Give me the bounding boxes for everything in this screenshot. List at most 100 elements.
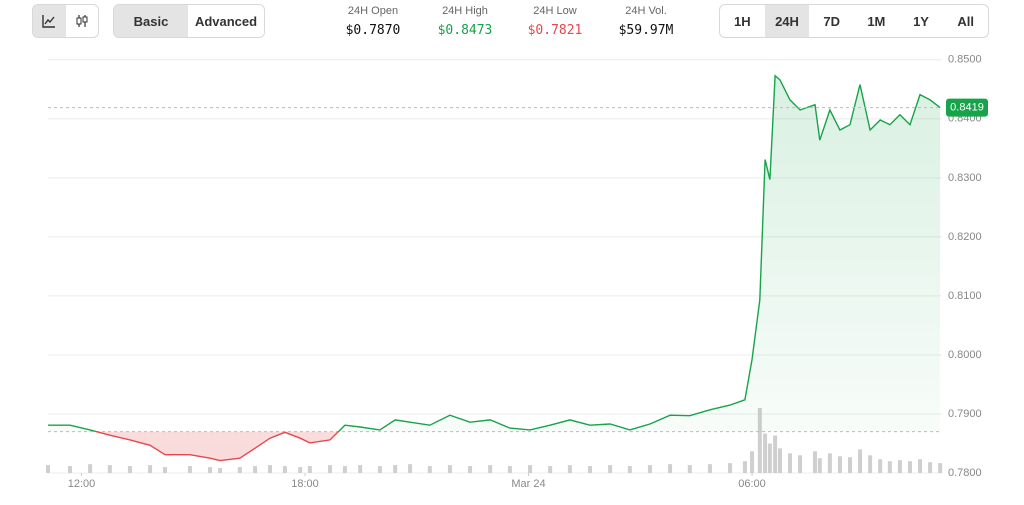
- volume-bar: [707, 464, 712, 473]
- volume-bar: [298, 467, 303, 473]
- volume-bar: [162, 467, 167, 473]
- volume-bar: [253, 466, 258, 473]
- range-button[interactable]: All: [957, 13, 974, 29]
- stat: 24H High $0.8473: [415, 4, 515, 38]
- volume-bar: [218, 468, 223, 473]
- y-tick-label: 0.8400: [948, 113, 982, 125]
- volume-bar: [377, 466, 382, 473]
- volume-bar: [342, 466, 347, 473]
- volume-bar: [148, 465, 153, 473]
- current-price-badge: [946, 98, 988, 117]
- range-button[interactable]: 1H: [734, 13, 751, 29]
- volume-bar: [468, 466, 473, 473]
- volume-bar: [208, 467, 213, 473]
- volume-bar: [307, 466, 312, 473]
- mode-toggle: Basic Advanced: [113, 4, 265, 38]
- range-button[interactable]: 1Y: [913, 13, 929, 29]
- range-button[interactable]: 1M: [867, 13, 886, 29]
- volume-bar: [847, 457, 852, 473]
- stat-value: $59.97M: [618, 23, 674, 38]
- volume-bar: [627, 466, 632, 473]
- volume-bar: [447, 465, 452, 473]
- range-toggle: 1H 24H 7D 1M 1Y All: [719, 4, 989, 38]
- volume-bar: [127, 466, 132, 473]
- volume-bar: [878, 459, 883, 473]
- stat-value: $0.7821: [527, 23, 583, 38]
- volume-bar: [887, 461, 892, 473]
- volume-bar: [728, 463, 733, 473]
- volume-bar: [88, 464, 93, 473]
- volume-bar: [608, 465, 613, 473]
- volume-bar: [67, 466, 72, 473]
- volume-bar: [812, 451, 817, 473]
- stat: 24H Vol. $59.97M: [596, 4, 696, 38]
- volume-bar: [647, 465, 652, 473]
- stat-label: 24H Vol.: [625, 5, 667, 17]
- stat-label: 24H Low: [533, 5, 577, 17]
- stat: 24H Open $0.7870: [323, 4, 423, 38]
- candle-chart-button[interactable]: [65, 5, 98, 37]
- volume-bar: [897, 460, 902, 473]
- y-tick-label: 0.7800: [948, 467, 982, 479]
- volume-bar: [928, 462, 933, 473]
- volume-bar: [767, 443, 772, 473]
- range-button[interactable]: 7D: [823, 13, 840, 29]
- volume-bar: [393, 465, 398, 473]
- stat-value: $0.8473: [437, 23, 493, 38]
- current-price-label: 0.8419: [950, 102, 984, 114]
- volume-bar: [327, 465, 332, 473]
- volume-bar: [918, 459, 923, 473]
- volume-bar: [46, 465, 50, 473]
- volume-bar: [408, 464, 413, 473]
- line-icon: [42, 15, 56, 28]
- volume-bar: [837, 456, 842, 473]
- volume-bar: [548, 466, 553, 473]
- volume-bar: [528, 465, 533, 473]
- volume-bar: [742, 461, 747, 473]
- volume-bar: [773, 435, 778, 473]
- mode-button[interactable]: Basic: [114, 5, 189, 37]
- stat-label: 24H High: [442, 5, 488, 17]
- volume-bar: [938, 463, 943, 473]
- volume-bar: [237, 467, 242, 473]
- volume-bar: [268, 465, 273, 473]
- volume-bar: [763, 433, 768, 473]
- stat-value: $0.7870: [345, 23, 401, 38]
- line-chart-button[interactable]: [33, 5, 66, 37]
- volume-bar: [868, 455, 873, 473]
- volume-bar: [587, 466, 592, 473]
- mode-button[interactable]: Advanced: [188, 5, 264, 37]
- x-tick-label: Mar 24: [511, 478, 545, 490]
- area-down: [48, 431, 941, 461]
- volume-bar: [567, 465, 572, 473]
- volume-bar: [488, 465, 493, 473]
- volume-bar: [668, 464, 673, 473]
- y-tick-label: 0.8000: [948, 349, 982, 361]
- volume-bar: [187, 466, 192, 473]
- x-tick-label: 18:00: [291, 478, 319, 490]
- chart-type-toggle: [32, 4, 99, 38]
- volume-bar: [507, 466, 512, 473]
- volume-bar: [750, 451, 755, 473]
- y-tick-label: 0.8100: [948, 290, 982, 302]
- volume-bar: [858, 449, 863, 473]
- volume-bar: [827, 453, 832, 473]
- y-tick-label: 0.8300: [948, 172, 982, 184]
- area-up: [48, 75, 941, 432]
- price-line: [48, 74, 941, 462]
- volume-bar: [907, 461, 912, 473]
- volume-bar: [798, 455, 803, 473]
- volume-bar: [777, 448, 782, 473]
- x-tick-label: 12:00: [68, 478, 96, 490]
- volume-bar: [282, 466, 287, 473]
- volume-bar: [687, 465, 692, 473]
- stat-label: 24H Open: [347, 5, 399, 17]
- y-tick-label: 0.7900: [948, 408, 982, 420]
- y-tick-label: 0.8500: [948, 54, 982, 66]
- volume-bar: [788, 453, 793, 473]
- range-button[interactable]: 24H: [764, 5, 810, 37]
- y-tick-label: 0.8200: [948, 231, 982, 243]
- stat: 24H Low $0.7821: [505, 4, 605, 38]
